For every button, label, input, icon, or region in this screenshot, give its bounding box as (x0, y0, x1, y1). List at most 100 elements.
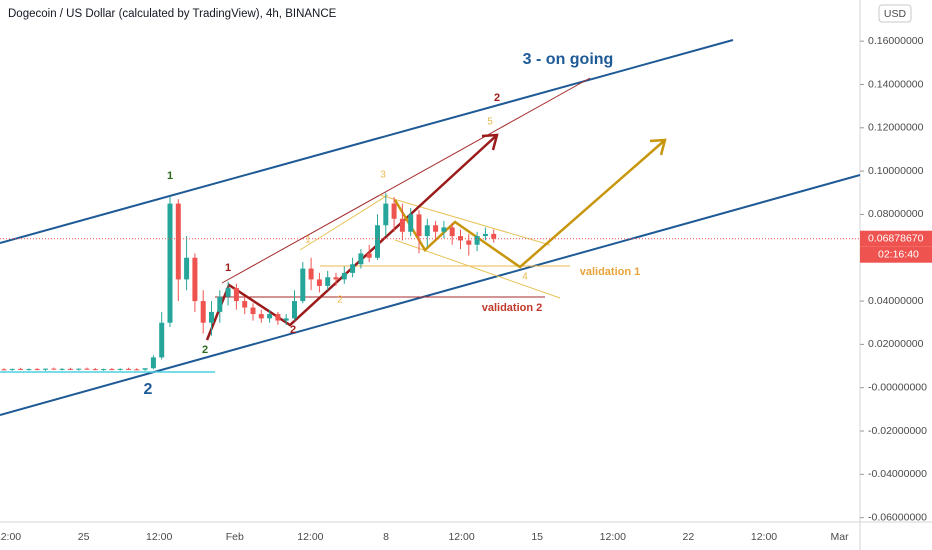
validation-label: validation 2 (482, 302, 543, 314)
candle-body (325, 277, 331, 286)
candle-body (250, 307, 256, 315)
candle-body (109, 369, 115, 371)
annotations: 1 2 2 1 2 2 1 2 3 4 5 3 - on going valid… (144, 51, 641, 398)
y-tick-label: 0.04000000 (868, 295, 924, 307)
candle-body (242, 301, 248, 308)
candle-body (366, 253, 372, 258)
candle-body (18, 368, 24, 370)
candle-body (341, 272, 347, 280)
candle-body (391, 203, 397, 219)
candle-body (134, 369, 140, 371)
candle-body (59, 368, 65, 370)
y-tick-label: 0.14000000 (868, 78, 924, 90)
candle-body (275, 314, 281, 321)
y-tick-label: 0.12000000 (868, 122, 924, 134)
wave-label: 2 (337, 295, 343, 306)
candle-body (383, 203, 389, 226)
candle-body (474, 236, 480, 245)
wave-label: 2 (144, 381, 153, 398)
countdown-tag (860, 246, 932, 263)
candle-body (300, 268, 306, 302)
x-tick-label: Mar (831, 531, 850, 543)
wedge-yellow (299, 194, 389, 251)
channel-lower (0, 174, 861, 416)
candle-body (350, 264, 356, 273)
wave-status: 3 - on going (523, 51, 614, 68)
candle-body (491, 233, 497, 239)
currency-button[interactable] (878, 4, 912, 23)
drawings (0, 39, 861, 416)
candle-body (433, 225, 439, 232)
candle-body (267, 314, 273, 319)
y-tick-label: -0.04000000 (868, 468, 927, 480)
candle-body (92, 369, 98, 371)
y-tick-label: 0.16000000 (868, 35, 924, 47)
x-tick-label: 12:00 (0, 531, 21, 543)
candle-body (308, 268, 314, 280)
candle-body (142, 368, 148, 370)
candle-body (416, 214, 422, 237)
candle-body (333, 277, 339, 280)
currency[interactable]: USD (884, 8, 907, 20)
candle-body (9, 368, 15, 370)
x-tick-label: 12:00 (448, 531, 474, 543)
wave-label: 1 (167, 170, 173, 182)
candles (0, 192, 860, 371)
candle-body (399, 218, 405, 232)
y-tick-label: -0.00000000 (868, 381, 927, 393)
candle-body (375, 225, 380, 258)
candle-body (192, 257, 198, 302)
wave-red (205, 134, 498, 341)
validation-label: validation 1 (580, 266, 641, 278)
countdown-label: 02:16:40 (878, 249, 919, 261)
candle-body (441, 227, 447, 232)
x-tick-label: Feb (226, 531, 244, 543)
x-tick-label: 25 (78, 531, 90, 543)
chart-title: Dogecoin / US Dollar (calculated by Trad… (8, 8, 337, 20)
candle-body (292, 301, 297, 319)
candle-body (283, 318, 289, 321)
x-tick-label: 12:00 (146, 531, 172, 543)
candle-body (51, 368, 57, 370)
flag-upper (379, 194, 551, 246)
candle-body (466, 240, 472, 245)
wave-label: 5 (487, 117, 493, 128)
candle-body (167, 203, 173, 323)
candle-body (225, 288, 231, 297)
wedge-upper (221, 77, 591, 284)
wave-yellow (393, 139, 666, 269)
candle-body (408, 214, 414, 232)
candle-body (358, 253, 364, 265)
x-tick-label: 12:00 (297, 531, 323, 543)
candle-body (159, 322, 165, 358)
y-tick-label: 0.10000000 (868, 165, 924, 177)
wave-label: 3 (380, 170, 386, 181)
x-tick-label: 15 (531, 531, 543, 543)
candle-body (258, 314, 264, 319)
candle-body (34, 369, 40, 371)
arrow-red (481, 133, 499, 151)
candle-body (117, 368, 123, 370)
candle-body (424, 225, 430, 237)
x-tick-label: 8 (383, 531, 389, 543)
candle-body (482, 233, 488, 237)
y-tick-label: 0.02000000 (868, 338, 924, 350)
wave-label: 2 (494, 92, 500, 104)
last-price-tag (860, 230, 932, 247)
candle-body (43, 368, 48, 370)
candle-body (84, 368, 90, 370)
flag-lower (394, 239, 561, 299)
candle-body (449, 227, 455, 237)
x-tick-label: 22 (683, 531, 695, 543)
wave-label: 4 (522, 272, 528, 283)
candle-body (209, 311, 214, 323)
wave-label: 2 (202, 344, 208, 356)
candle-body (184, 257, 190, 280)
candle-body (200, 301, 206, 323)
candle-body (217, 296, 223, 312)
candle-body (150, 357, 156, 369)
candle-body (316, 279, 322, 286)
arrow-yellow (649, 138, 667, 156)
